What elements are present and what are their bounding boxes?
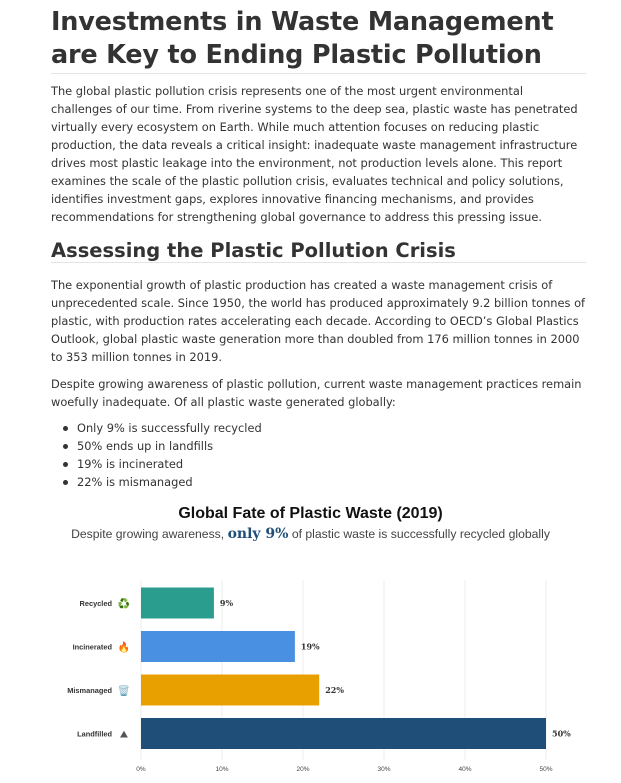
x-tick-label: 40%: [458, 766, 471, 773]
chart-subtitle-prefix: Despite growing awareness,: [71, 527, 228, 541]
category-label: Mismanaged: [67, 686, 112, 695]
plastic-fate-bar-chart: Recycled ♻️ 9% Incinerated 🔥 19% Mismanaged 🗑️ 2…: [67, 580, 571, 773]
title-divider: [51, 73, 586, 74]
x-tick-label: 50%: [539, 766, 552, 773]
data-label: 22%: [325, 685, 344, 695]
chart-subtitle: Despite growing awareness, only 9% of pl…: [0, 526, 621, 542]
category-label: Recycled: [80, 599, 113, 608]
bar-mismanaged: [141, 674, 320, 706]
list-item: 22% is mismanaged: [63, 473, 583, 491]
list-item: 19% is incinerated: [63, 455, 583, 473]
x-tick-label: 30%: [377, 766, 390, 773]
bar-recycled: [141, 587, 214, 619]
data-label: 19%: [301, 642, 320, 652]
category-label: Incinerated: [73, 643, 113, 652]
chart-subtitle-suffix: of plastic waste is successfully recycle…: [288, 527, 550, 541]
list-item: Only 9% is successfully recycled: [63, 419, 583, 437]
x-tick-label: 20%: [296, 766, 309, 773]
bar-landfilled: [141, 718, 546, 749]
recycle-icon: ♻️: [118, 597, 130, 610]
page-title: Investments in Waste Management are Key …: [51, 7, 554, 70]
landfill-icon: ⛰: [120, 730, 129, 741]
x-tick-label: 10%: [215, 766, 228, 773]
category-label: Landfilled: [77, 730, 112, 739]
list-item: 50% ends up in landfills: [63, 437, 583, 455]
management-paragraph: Despite growing awareness of plastic pol…: [51, 377, 582, 409]
chart-title: Global Fate of Plastic Waste (2019): [178, 505, 443, 522]
fire-icon: 🔥: [118, 641, 130, 654]
data-label: 50%: [552, 729, 571, 739]
section-heading: Assessing the Plastic Pollution Crisis: [51, 239, 456, 262]
data-label: 9%: [220, 598, 234, 608]
x-tick-label: 0%: [136, 766, 146, 773]
intro-paragraph: The global plastic pollution crisis repr…: [51, 84, 578, 224]
waste-fate-list: Only 9% is successfully recycled 50% end…: [63, 419, 583, 491]
trash-icon: 🗑️: [118, 684, 130, 697]
bar-incinerated: [141, 631, 295, 662]
section-divider: [51, 262, 586, 263]
growth-paragraph: The exponential growth of plastic produc…: [51, 278, 586, 364]
chart-subtitle-highlight: only 9%: [227, 526, 289, 542]
